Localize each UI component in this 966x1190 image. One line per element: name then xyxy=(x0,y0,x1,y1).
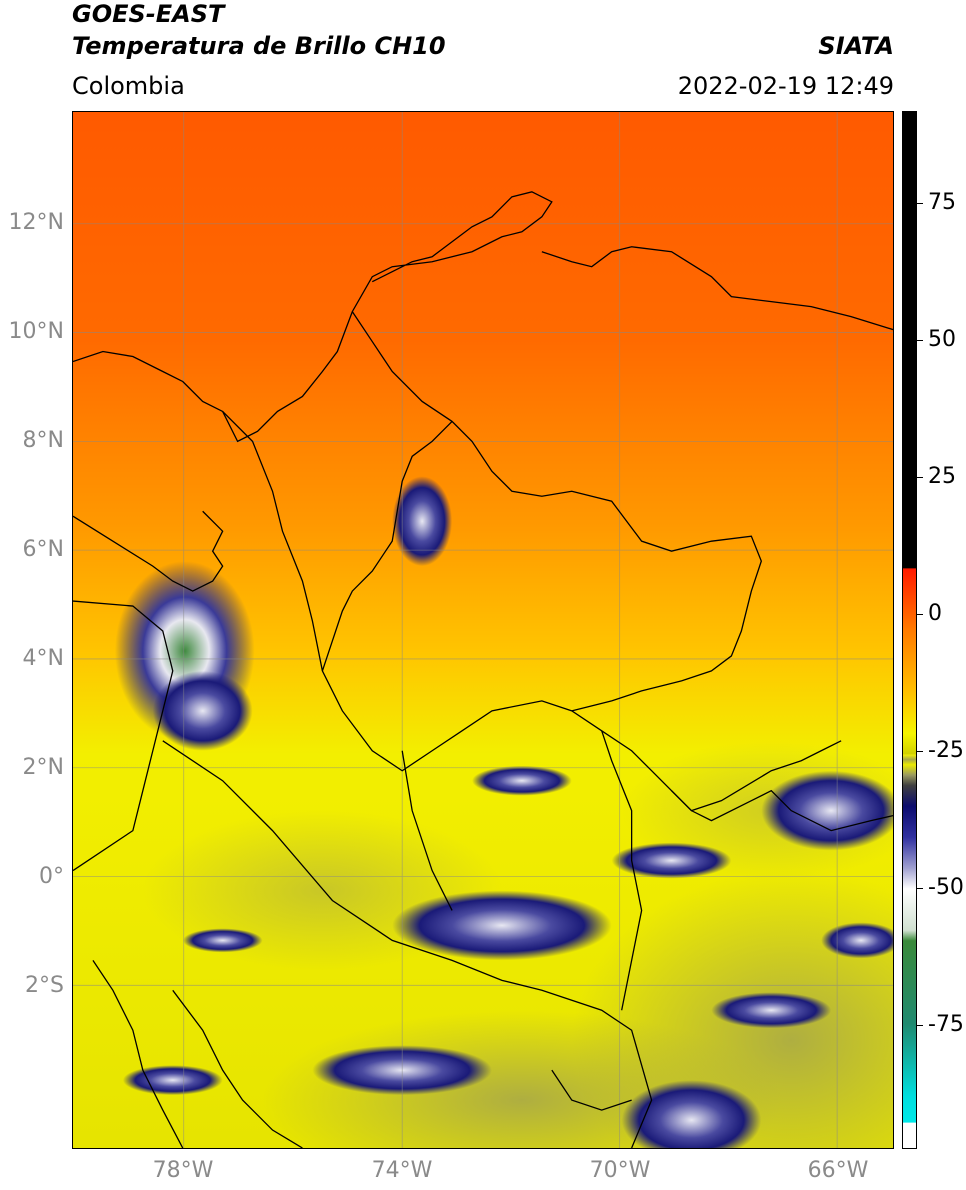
lat-label-8n: 8°N xyxy=(22,428,64,453)
colorbar-label-0: 0 xyxy=(928,601,942,626)
colorbar-tick xyxy=(917,614,923,615)
lat-label-12n: 12°N xyxy=(8,210,64,235)
colorbar-label-75: 75 xyxy=(928,190,956,215)
lat-label-10n: 10°N xyxy=(8,319,64,344)
lon-label-70w: 70°W xyxy=(589,1158,651,1183)
colorbar-tick xyxy=(917,203,923,204)
map-canvas xyxy=(73,112,893,1148)
colorbar-label-minus25: -25 xyxy=(928,738,964,763)
colorbar-label-minus50: -50 xyxy=(928,875,964,900)
lat-label-0: 0° xyxy=(39,864,64,889)
lat-label-6n: 6°N xyxy=(22,537,64,562)
colorbar-tick xyxy=(917,888,923,889)
colorbar-tick xyxy=(917,1025,923,1026)
colorbar-tick xyxy=(917,751,923,752)
colorbar xyxy=(902,111,917,1149)
lon-label-78w: 78°W xyxy=(152,1158,214,1183)
lat-label-4n: 4°N xyxy=(22,646,64,671)
lat-label-2s: 2°S xyxy=(25,973,64,998)
title-line2: Temperatura de Brillo CH10 xyxy=(72,32,446,60)
colorbar-label-25: 25 xyxy=(928,464,956,489)
lat-label-2n: 2°N xyxy=(22,755,64,780)
lon-label-66w: 66°W xyxy=(807,1158,869,1183)
brand-label: SIATA xyxy=(818,32,894,60)
lon-label-74w: 74°W xyxy=(371,1158,433,1183)
colorbar-label-50: 50 xyxy=(928,327,956,352)
region-label: Colombia xyxy=(72,72,185,100)
colorbar-label-minus75: -75 xyxy=(928,1012,964,1037)
datetime-label: 2022-02-19 12:49 xyxy=(677,72,894,100)
colorbar-tick xyxy=(917,477,923,478)
colorbar-tick xyxy=(917,340,923,341)
title-line1: GOES-EAST xyxy=(72,0,225,28)
satellite-map[interactable] xyxy=(72,111,894,1149)
